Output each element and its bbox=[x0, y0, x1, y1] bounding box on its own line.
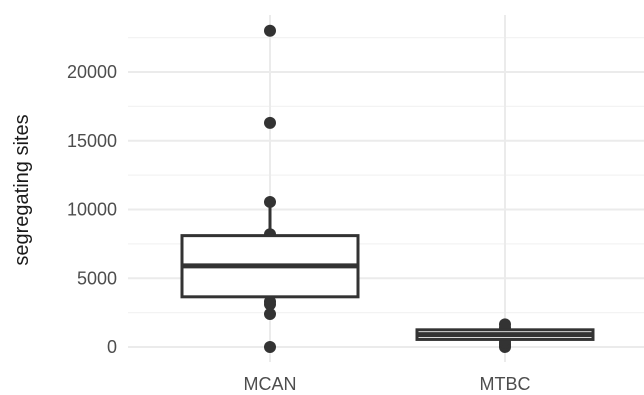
box-group-mcan bbox=[180, 24, 360, 353]
x-axis-tick-labels: MCAN MTBC bbox=[244, 374, 531, 394]
x-tick-label: MTBC bbox=[480, 374, 531, 394]
data-point bbox=[264, 116, 276, 129]
box-series bbox=[180, 24, 595, 353]
y-tick-label: 0 bbox=[107, 337, 117, 357]
y-tick-label: 20000 bbox=[67, 62, 117, 82]
y-axis-title: segregating sites bbox=[11, 114, 33, 265]
y-tick-label: 15000 bbox=[67, 131, 117, 151]
y-tick-label: 10000 bbox=[67, 200, 117, 220]
box-group-mtbc bbox=[415, 318, 595, 353]
data-point bbox=[264, 24, 276, 37]
y-axis-tick-labels: 0 5000 10000 15000 20000 bbox=[67, 62, 117, 357]
x-tick-label: MCAN bbox=[244, 374, 297, 394]
y-tick-label: 5000 bbox=[77, 268, 117, 288]
data-point bbox=[264, 341, 276, 353]
grid-lines bbox=[128, 15, 644, 362]
